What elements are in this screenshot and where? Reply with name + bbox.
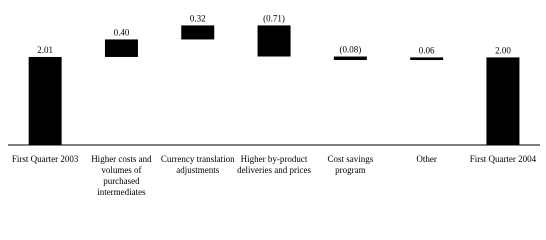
value-label: 2.00 [495,45,511,55]
bar [181,25,215,40]
value-label: 0.32 [190,13,206,23]
category-label: First Quarter 2004 [469,154,537,164]
value-label: 2.01 [37,45,53,55]
value-label: (0.08) [339,45,361,55]
bar [257,25,291,57]
bar [104,39,138,57]
category-label: Higher costs and volumes of purchased in… [91,154,152,197]
bar [486,57,520,145]
category-label: Currency translation adjustments [160,154,235,175]
bar [410,57,444,61]
value-label: 0.06 [419,45,435,55]
category-label: Other [416,154,437,164]
category-label: First Quarter 2003 [11,154,79,164]
value-label: 0.40 [114,27,130,37]
chart: 2.01 0.40 0.32 (0.71) (0.08) 0.06 2.00 First Q… [8,13,540,197]
category-label: Cost savings program [327,154,374,175]
value-label: (0.71) [263,13,285,23]
category-label: Higher by-product deliveries and prices [237,154,312,175]
bar [28,56,62,145]
bar [333,56,367,61]
chart-svg: 2.01 0.40 0.32 (0.71) (0.08) 0.06 2.00 [8,13,540,146]
